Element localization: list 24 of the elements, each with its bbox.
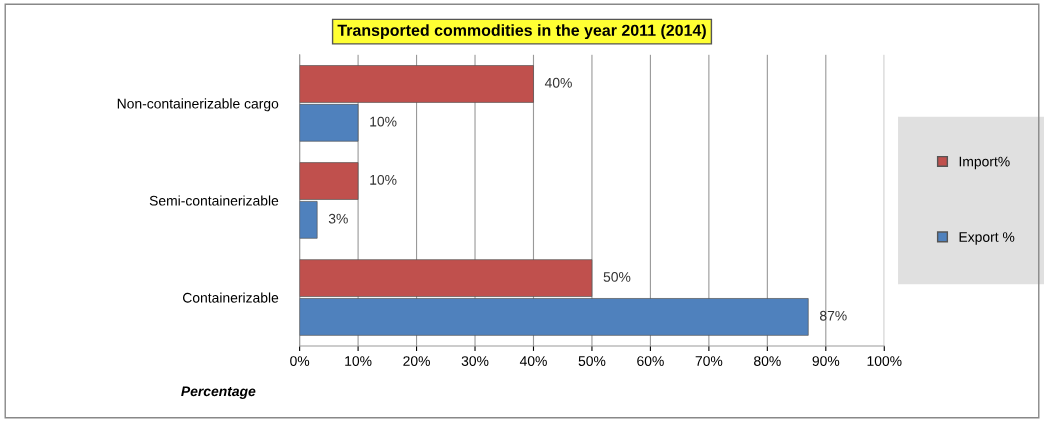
data-label: 10% — [370, 174, 397, 185]
x-axis-title: Percentage — [181, 386, 256, 399]
x-tick-label: 70% — [695, 356, 723, 366]
data-label: 3% — [328, 213, 348, 224]
y-tick-label: Containerizable — [183, 292, 279, 303]
x-tick-label: 30% — [461, 356, 489, 366]
x-tick-label: 90% — [812, 356, 840, 366]
data-label: 87% — [819, 310, 847, 321]
x-tick-label: 10% — [345, 356, 372, 366]
x-tick-label: 60% — [637, 356, 664, 366]
data-label: 50% — [603, 271, 631, 282]
x-tick-label: 80% — [754, 356, 781, 366]
data-label: 10% — [370, 116, 397, 127]
x-tick-label: 40% — [519, 356, 547, 366]
data-label: 40% — [544, 77, 572, 88]
x-tick-label: 100% — [867, 356, 902, 366]
x-tick-label: 20% — [403, 356, 430, 366]
y-tick-label: Non-containerizable cargo — [117, 98, 279, 112]
x-tick-label: 50% — [578, 356, 606, 366]
chart-title: Transported commodities in the year 2011 (2014) — [337, 24, 706, 40]
x-tick-label: 0% — [290, 356, 310, 366]
y-tick-label: Semi-containerizable — [149, 195, 279, 206]
legend-label: Import% — [959, 156, 1010, 170]
legend-label: Export % — [959, 232, 1015, 245]
